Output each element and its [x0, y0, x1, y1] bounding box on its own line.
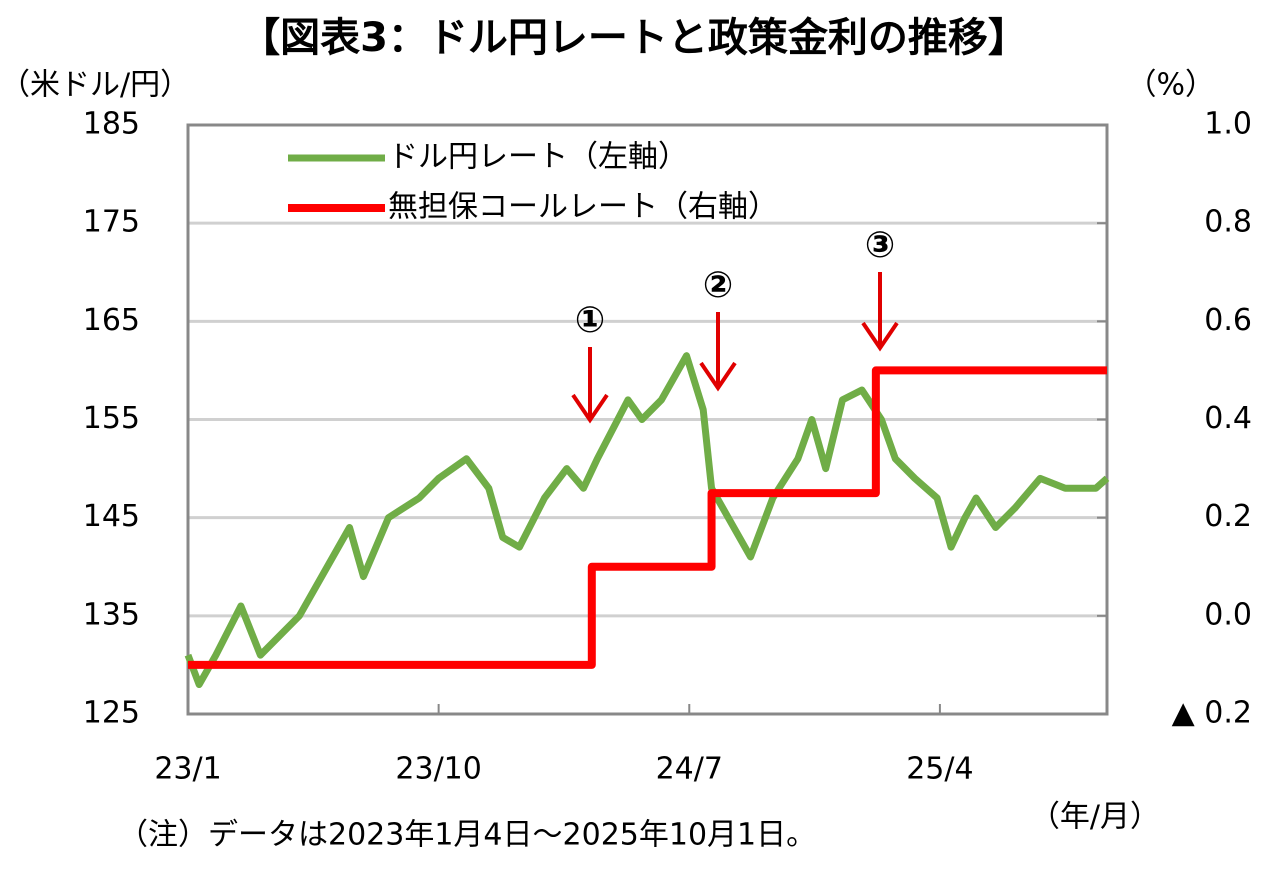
plot-frame	[186, 123, 1109, 716]
x-tick-label: 24/7	[656, 752, 723, 787]
annotation-arrow	[571, 347, 609, 424]
y-tick-label: 175	[83, 205, 140, 240]
y2-tick-label: 0.4	[1204, 401, 1252, 436]
annotation: ③	[865, 225, 895, 266]
y2-tick-label: 0.8	[1204, 205, 1252, 240]
y-tick-label: 155	[83, 401, 140, 436]
x-tick-label: 23/1	[154, 752, 221, 787]
x-tick-label: 23/10	[395, 752, 481, 787]
y2-tick-label: ▲ 0.2	[1172, 696, 1252, 731]
y2-axis-label: （%）	[1126, 68, 1215, 103]
x-axis-label: （年/月）	[1030, 800, 1160, 835]
y2-tick-label: 0.0	[1204, 597, 1252, 632]
legend-label: ドル円レート（左軸）	[388, 140, 688, 175]
y2-tick-label: 0.2	[1204, 499, 1252, 534]
y-axis-label: （米ドル/円）	[0, 68, 190, 103]
y-tick-label: 185	[83, 107, 140, 142]
series-line	[184, 352, 1110, 689]
y-tick-label: 145	[83, 499, 140, 534]
legend-label: 無担保コールレート（右軸）	[388, 190, 778, 225]
series-line	[188, 366, 1107, 669]
annotation: ①	[575, 300, 605, 341]
x-tick-label: 25/4	[906, 752, 973, 787]
y2-tick-label: 1.0	[1204, 107, 1252, 142]
annotation: ②	[703, 265, 733, 306]
chart-title: 【図表3：ドル円レートと政策金利の推移】	[240, 15, 1028, 61]
y2-tick-label: 0.6	[1204, 303, 1252, 338]
annotation-arrow	[861, 272, 899, 352]
note: （注）データは2023年1月4日～2025年10月1日。	[118, 818, 816, 853]
y-tick-label: 165	[83, 303, 140, 338]
y-tick-label: 135	[83, 597, 140, 632]
annotation-arrow	[699, 312, 737, 392]
y-tick-label: 125	[83, 696, 140, 731]
